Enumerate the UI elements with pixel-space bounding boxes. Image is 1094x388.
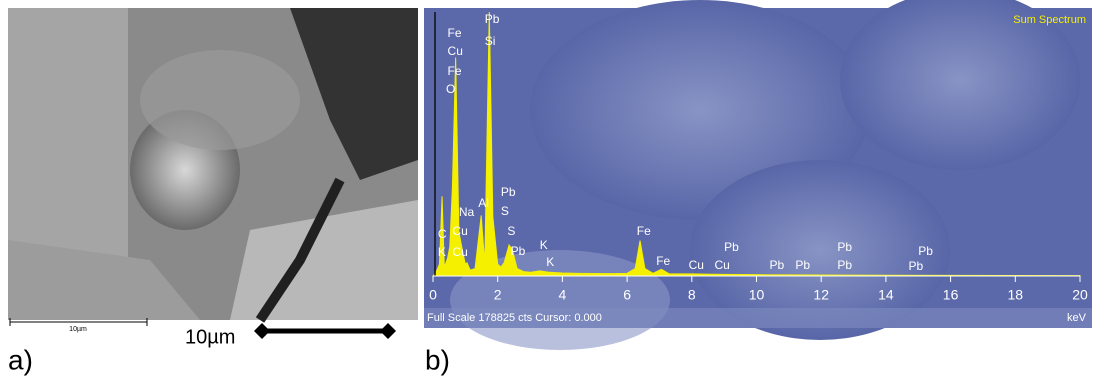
x-axis-label: keV: [1067, 312, 1087, 324]
x-tick-label: 10: [749, 287, 765, 303]
x-tick-label: 20: [1072, 287, 1088, 303]
x-tick-label: 18: [1008, 287, 1024, 303]
peak-label: Pb: [909, 259, 924, 273]
peak-label: S: [501, 204, 509, 218]
peak-label: Pb: [485, 12, 500, 26]
peak-label: Pb: [724, 240, 739, 254]
x-tick-label: 14: [878, 287, 894, 303]
peak-label: Pb: [837, 258, 852, 272]
peak-label: K: [546, 255, 554, 269]
footer: Full Scale 178825 cts Cursor: 0.000: [427, 312, 602, 324]
peak-label: O: [446, 82, 455, 96]
x-tick-label: 8: [688, 287, 696, 303]
panel-label: a): [8, 344, 33, 375]
peak-label: Pb: [511, 244, 526, 258]
peak-label: S: [507, 224, 515, 238]
peak-label: Pb: [769, 258, 784, 272]
peak-label: Pb: [795, 258, 810, 272]
x-tick-label: 12: [813, 287, 829, 303]
peak-label: Pb: [501, 185, 516, 199]
peak-label: Cu: [689, 258, 704, 272]
peak-label: Na: [459, 205, 475, 219]
peak-label: Cu: [452, 224, 467, 238]
peak-label: Cu: [448, 44, 463, 58]
peak-label: K: [540, 238, 548, 252]
peak-label: K: [438, 245, 446, 259]
peak-label: Fe: [656, 254, 670, 268]
peak-label: Pb: [918, 244, 933, 258]
x-tick-label: 4: [559, 287, 567, 303]
chart-title: Sum Spectrum: [1013, 14, 1086, 26]
x-tick-label: 16: [943, 287, 959, 303]
sem-image: [8, 8, 418, 323]
peak-label: C: [438, 227, 447, 241]
peak-label: Al: [478, 196, 489, 210]
peak-label: Fe: [448, 64, 462, 78]
x-tick-label: 6: [623, 287, 631, 303]
x-tick-label: 0: [429, 287, 437, 303]
x-tick-label: 2: [494, 287, 502, 303]
peak-label: Si: [485, 34, 496, 48]
peak-label: Fe: [637, 224, 651, 238]
peak-label: Pb: [837, 240, 852, 254]
peak-label: Cu: [452, 245, 467, 259]
scale-label-big: 10µm: [185, 326, 235, 348]
peak-label: Cu: [714, 258, 729, 272]
panel-label: b): [425, 344, 450, 375]
scale-label: 10µm: [69, 326, 87, 333]
peak-label: Fe: [448, 26, 462, 40]
spectrum-area: [432, 11, 1081, 277]
